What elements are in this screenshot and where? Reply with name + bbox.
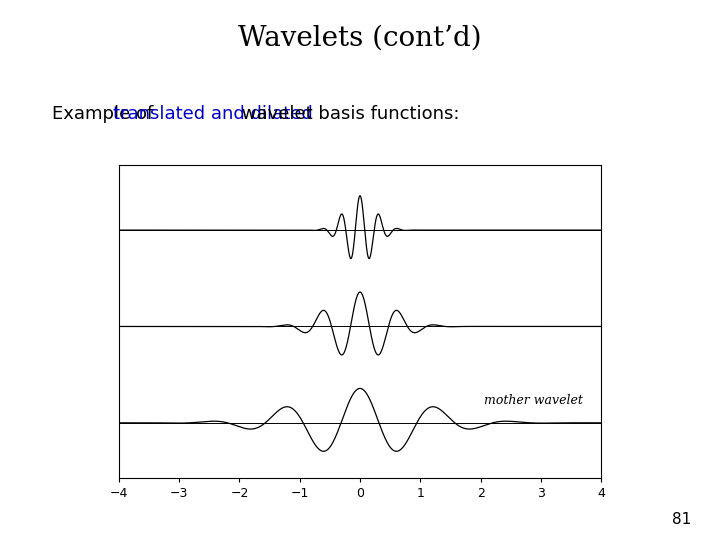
Text: translated and dilated: translated and dilated bbox=[113, 105, 313, 123]
Text: Wavelets (cont’d): Wavelets (cont’d) bbox=[238, 24, 482, 51]
Text: Example of: Example of bbox=[52, 105, 159, 123]
Text: 81: 81 bbox=[672, 511, 691, 526]
Text: wavelet basis functions:: wavelet basis functions: bbox=[236, 105, 459, 123]
Text: mother wavelet: mother wavelet bbox=[484, 394, 582, 407]
